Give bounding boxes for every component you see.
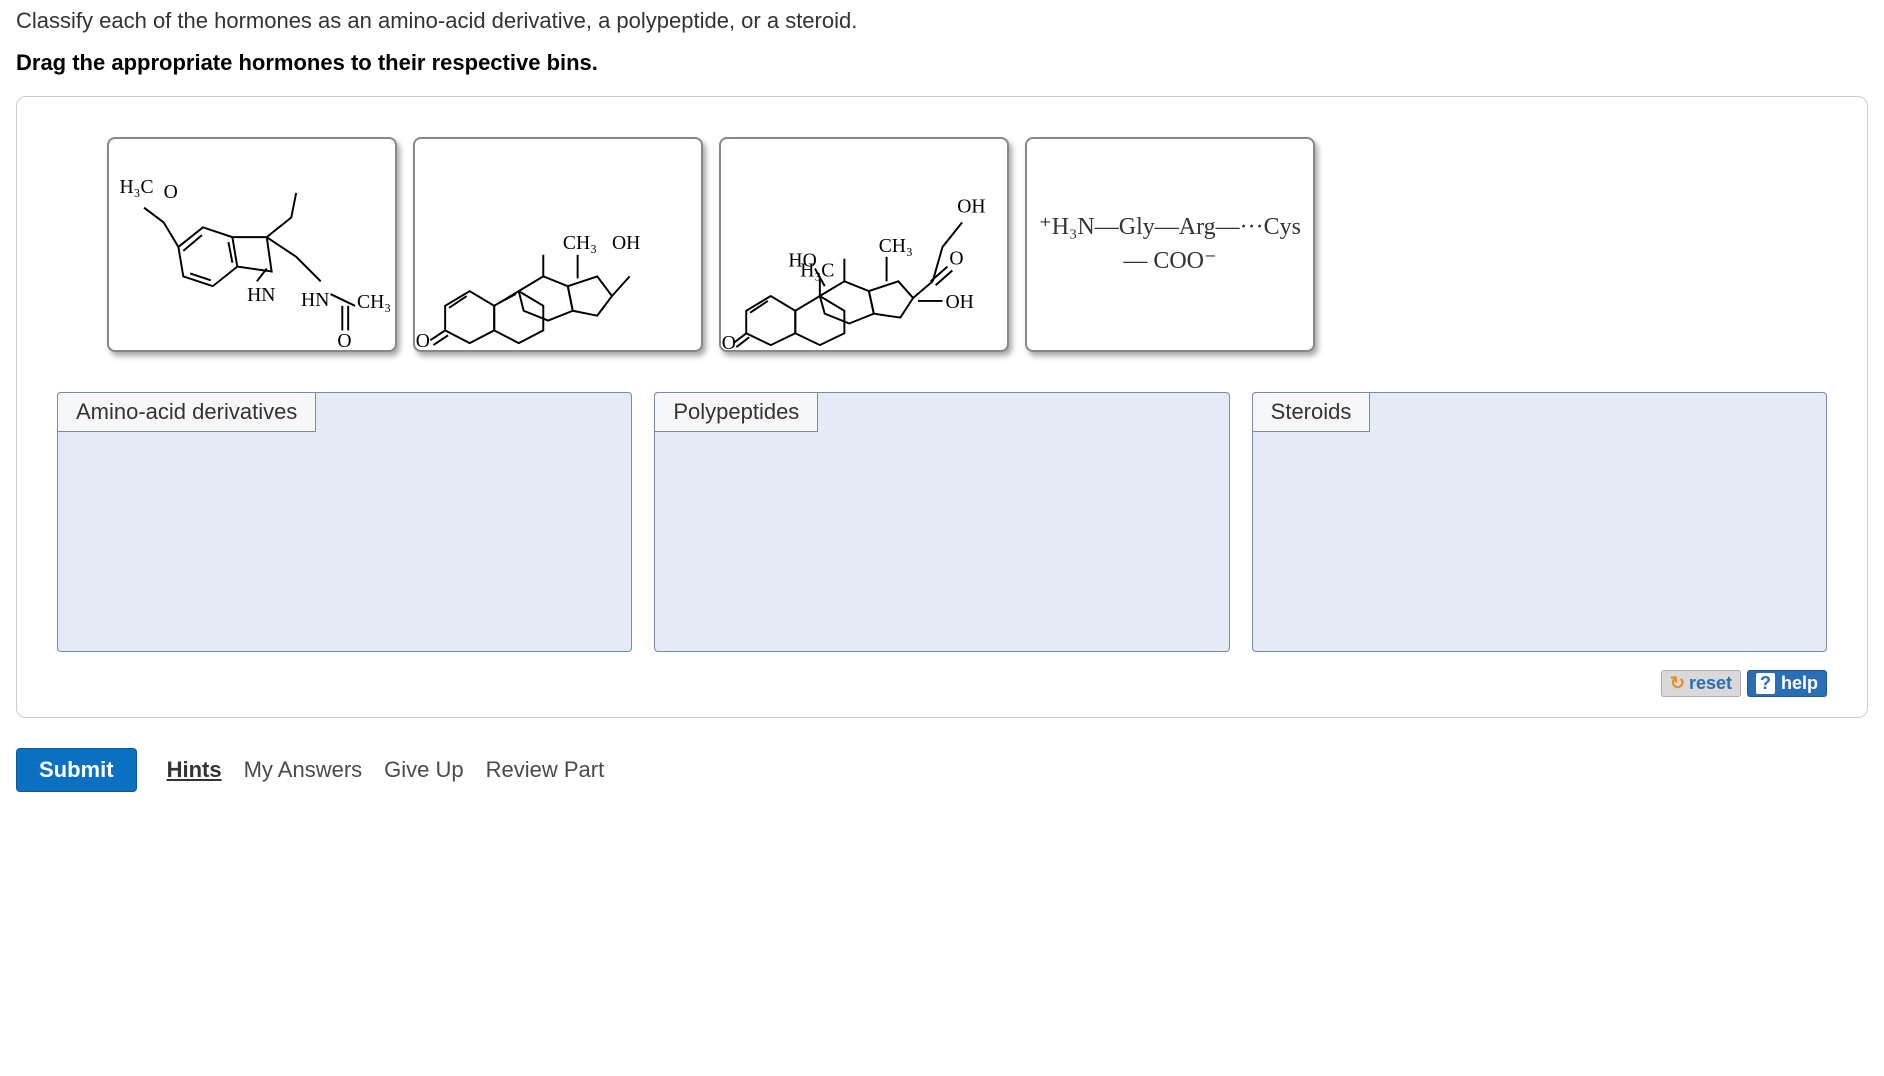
activity-panel: HN H₃C O HN CH₃ O (16, 96, 1868, 718)
submit-button[interactable]: Submit (16, 748, 137, 792)
hints-link[interactable]: Hints (167, 757, 222, 783)
drag-item-testosterone[interactable]: CH₃ OH O (413, 137, 703, 352)
drag-item-cortisol[interactable]: H₃C HO CH₃ O OH (719, 137, 1009, 352)
label-ho-c: HO (788, 251, 816, 272)
bin-polypeptides[interactable]: Polypeptides (654, 392, 1229, 652)
reset-label: reset (1689, 673, 1732, 694)
drag-item-melatonin[interactable]: HN H₃C O HN CH₃ O (107, 137, 397, 352)
draggable-items-row: HN H₃C O HN CH₃ O (57, 137, 1827, 352)
give-up-link[interactable]: Give Up (384, 757, 463, 783)
label-ch3-c: CH₃ (879, 236, 913, 257)
label-oh1-c: OH (957, 197, 985, 218)
reset-icon: ↻ (1670, 673, 1685, 694)
help-icon: ? (1756, 673, 1775, 694)
label-o-bottom: O (337, 331, 351, 350)
control-row: ↻ reset ? help (57, 670, 1827, 697)
label-ch3-ster: CH₃ (563, 233, 597, 254)
bin-amino-acid[interactable]: Amino-acid derivatives (57, 392, 632, 652)
label-h3c: H₃C (120, 177, 154, 198)
bin-label-poly: Polypeptides (654, 392, 818, 432)
link-group: Hints My Answers Give Up Review Part (167, 757, 605, 783)
label-oh2-c: OH (945, 292, 973, 313)
label-oh-ster: OH (612, 233, 640, 254)
bins-row: Amino-acid derivatives Polypeptides Ster… (57, 392, 1827, 652)
peptide-formula: ⁺H₃N—Gly—Arg—···Cys— COO⁻ (1027, 211, 1313, 278)
review-part-link[interactable]: Review Part (486, 757, 605, 783)
reset-button[interactable]: ↻ reset (1661, 670, 1741, 697)
label-o-top: O (164, 182, 178, 203)
label-hn2: HN (301, 290, 329, 311)
my-answers-link[interactable]: My Answers (244, 757, 363, 783)
bottom-bar: Submit Hints My Answers Give Up Review P… (16, 748, 1868, 792)
question-instruction: Drag the appropriate hormones to their r… (16, 50, 1868, 76)
help-label: help (1781, 673, 1818, 694)
label-hn1: HN (247, 285, 275, 306)
bin-label-amino: Amino-acid derivatives (57, 392, 316, 432)
drag-item-peptide[interactable]: ⁺H₃N—Gly—Arg—···Cys— COO⁻ (1025, 137, 1315, 352)
bin-steroids[interactable]: Steroids (1252, 392, 1827, 652)
question-prompt: Classify each of the hormones as an amin… (16, 8, 1868, 34)
label-o-ster: O (416, 331, 430, 350)
label-o3-c: O (722, 333, 736, 350)
label-eqO-c: O (949, 249, 963, 270)
bin-label-steroid: Steroids (1252, 392, 1371, 432)
label-ch3: CH₃ (357, 292, 391, 313)
help-button[interactable]: ? help (1747, 670, 1827, 697)
